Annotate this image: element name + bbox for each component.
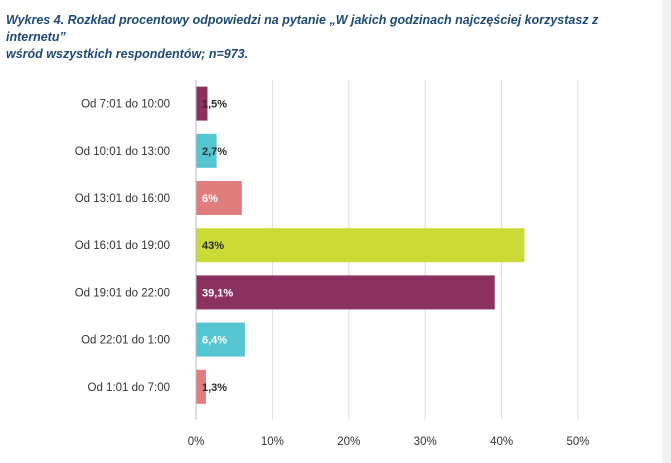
category-label: Od 1:01 do 7:00	[88, 382, 170, 394]
data-label: 1,3%	[202, 382, 227, 394]
data-label: 43%	[202, 240, 224, 252]
bar	[196, 228, 525, 263]
bar	[196, 133, 217, 168]
category-label: Od 13:01 do 16:00	[75, 193, 170, 205]
background-strip	[662, 0, 671, 463]
bar	[196, 181, 242, 215]
category-label: Od 16:01 do 19:00	[75, 240, 170, 252]
bar	[196, 369, 206, 404]
x-tick-label: 50%	[566, 436, 589, 448]
caption-line-2: wśród wszystkich respondentów; n=973.	[6, 47, 249, 61]
category-label: Od 19:01 do 22:00	[75, 287, 170, 299]
bar	[196, 322, 245, 357]
category-label: Od 7:01 do 10:00	[81, 99, 170, 111]
x-tick-label: 30%	[414, 436, 437, 448]
data-label: 6%	[202, 193, 218, 205]
x-tick-label: 0%	[188, 436, 205, 448]
x-tick-label: 40%	[490, 436, 513, 448]
caption-line-1: Wykres 4. Rozkład procentowy odpowiedzi …	[6, 13, 599, 44]
data-label: 6,4%	[202, 335, 227, 347]
category-label: Od 22:01 do 1:00	[81, 335, 170, 347]
data-label: 39,1%	[202, 287, 233, 299]
chart-caption: Wykres 4. Rozkład procentowy odpowiedzi …	[6, 12, 661, 63]
bar	[196, 86, 208, 121]
category-label: Od 10:01 do 13:00	[75, 146, 170, 158]
x-tick-label: 20%	[337, 436, 360, 448]
data-label: 2,7%	[202, 146, 227, 158]
x-tick-label: 10%	[261, 436, 284, 448]
data-label: 1,5%	[202, 99, 227, 111]
bar	[196, 275, 495, 310]
